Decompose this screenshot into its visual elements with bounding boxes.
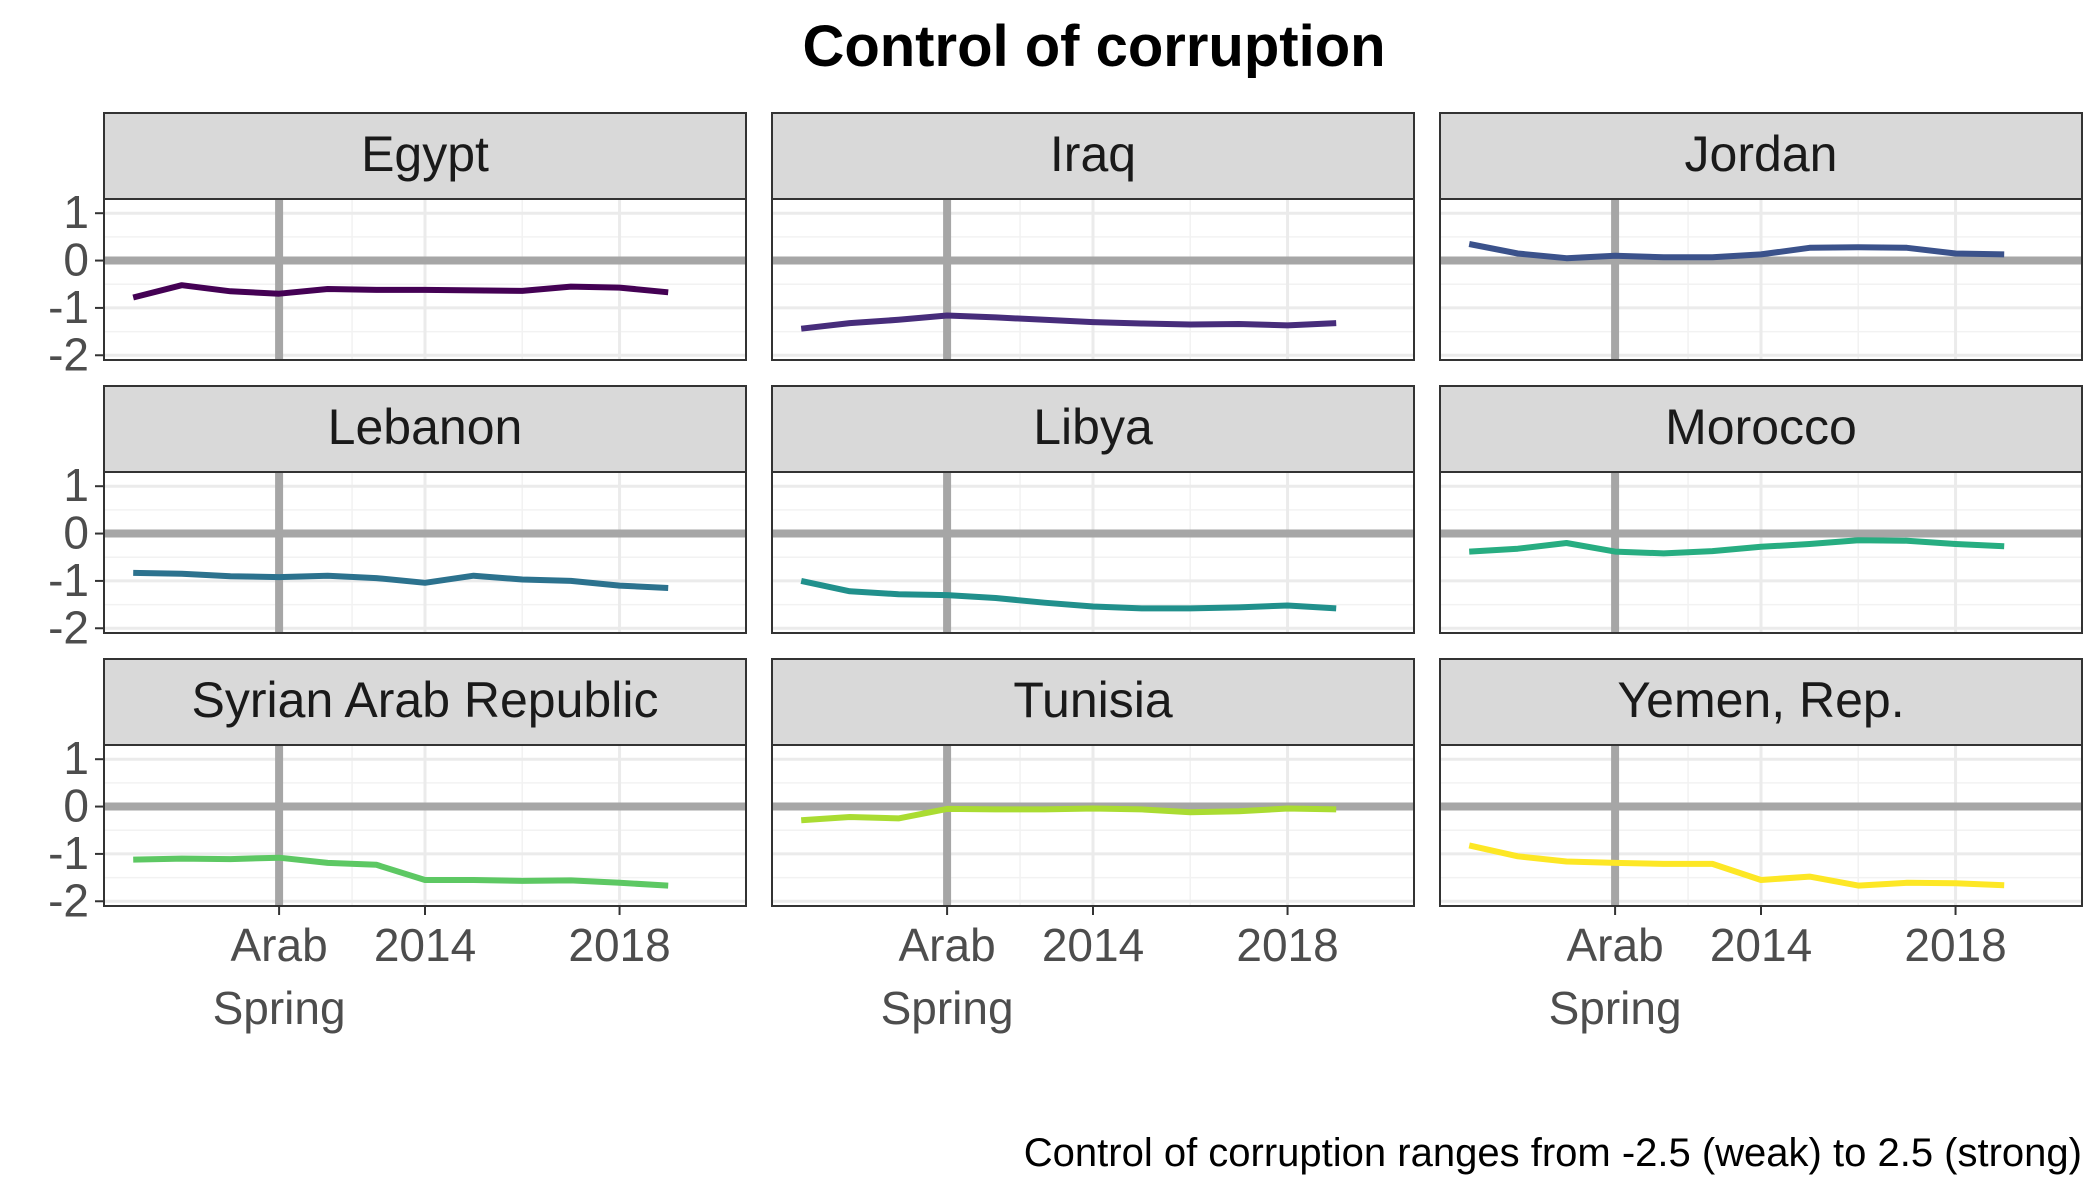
panel-border [771,471,1415,634]
panel-border [1439,471,2083,634]
y-tick-label: -1 [48,827,89,879]
x-tick-label: Arab [1567,919,1664,971]
series-line [800,312,1337,332]
series-line [1469,537,2005,557]
y-tick-label: 0 [63,507,89,559]
facet-panel: Tunisia Arab Spring 2014 2018 [771,658,1415,1034]
x-tick-label: 2018 [568,919,670,971]
y-tick-label: 1 [63,186,89,238]
x-tick-label: 2018 [1236,919,1338,971]
facet-strip-label: Syrian Arab Republic [192,672,659,728]
y-tick-label: -2 [48,874,89,926]
x-tick-label: Spring [213,982,346,1034]
facet-strip [103,658,747,746]
x-tick-label: 2014 [1042,919,1144,971]
facet-strip [771,658,1415,746]
y-tick-label: -1 [48,554,89,606]
facet-strip [103,112,747,200]
series-line [1468,842,2005,889]
series-line [132,282,669,301]
facet-strip-label: Yemen, Rep. [1617,672,1904,728]
chart-title: Control of corruption [802,14,1385,79]
y-tick-label: 0 [63,234,89,286]
x-tick-label: Spring [881,982,1014,1034]
facet-strip-label: Tunisia [1013,672,1173,728]
y-tick-label: 0 [63,780,89,832]
series-line [133,569,669,591]
facet-strip-label: Morocco [1665,399,1857,455]
facet-panel: Syrian Arab Republic 10-1-2 Arab Spring 2014… [48,658,747,1034]
facet-strip-label: Iraq [1050,126,1136,182]
facet-strip [1439,385,2083,473]
x-tick-label: Spring [1549,982,1682,1034]
x-tick-label: 2018 [1904,919,2006,971]
x-tick-label: Arab [899,919,996,971]
facet-strip-label: Jordan [1685,126,1838,182]
facet-panel: Yemen, Rep. Arab Spring 2014 2018 [1439,658,2083,1034]
chart-caption: Control of corruption ranges from -2.5 (… [1024,1131,2082,1175]
y-tick-label: -2 [48,601,89,653]
panel-border [771,198,1415,361]
facet-panel: Lebanon 10-1-2 [48,385,747,653]
facet-strip [771,385,1415,473]
y-tick-label: -1 [48,281,89,333]
facet-panel: Iraq [771,112,1415,361]
facet-panel: Morocco [1439,385,2083,634]
facet-strip [1439,658,2083,746]
facet-strip [103,385,747,473]
y-tick-label: 1 [63,732,89,784]
panel-border [103,198,747,361]
series-line [1468,241,2005,262]
x-tick-label: 2014 [374,919,476,971]
facet-strip-label: Libya [1033,399,1153,455]
y-tick-label: 1 [63,459,89,511]
x-tick-label: Arab [231,919,328,971]
series-line [800,805,1337,824]
facet-panel: Egypt 10-1-2 [48,112,747,380]
series-line [800,577,1337,612]
panel-border [103,471,747,634]
facet-panel: Jordan [1439,112,2083,361]
x-tick-label: 2014 [1710,919,1812,971]
facet-panel: Libya [771,385,1415,634]
series-line [133,854,669,889]
facet-strip-label: Egypt [361,126,489,182]
y-tick-label: -2 [48,328,89,380]
facet-strip-label: Lebanon [328,399,523,455]
panel-border [1439,198,2083,361]
facet-strip [1439,112,2083,200]
facet-strip [771,112,1415,200]
